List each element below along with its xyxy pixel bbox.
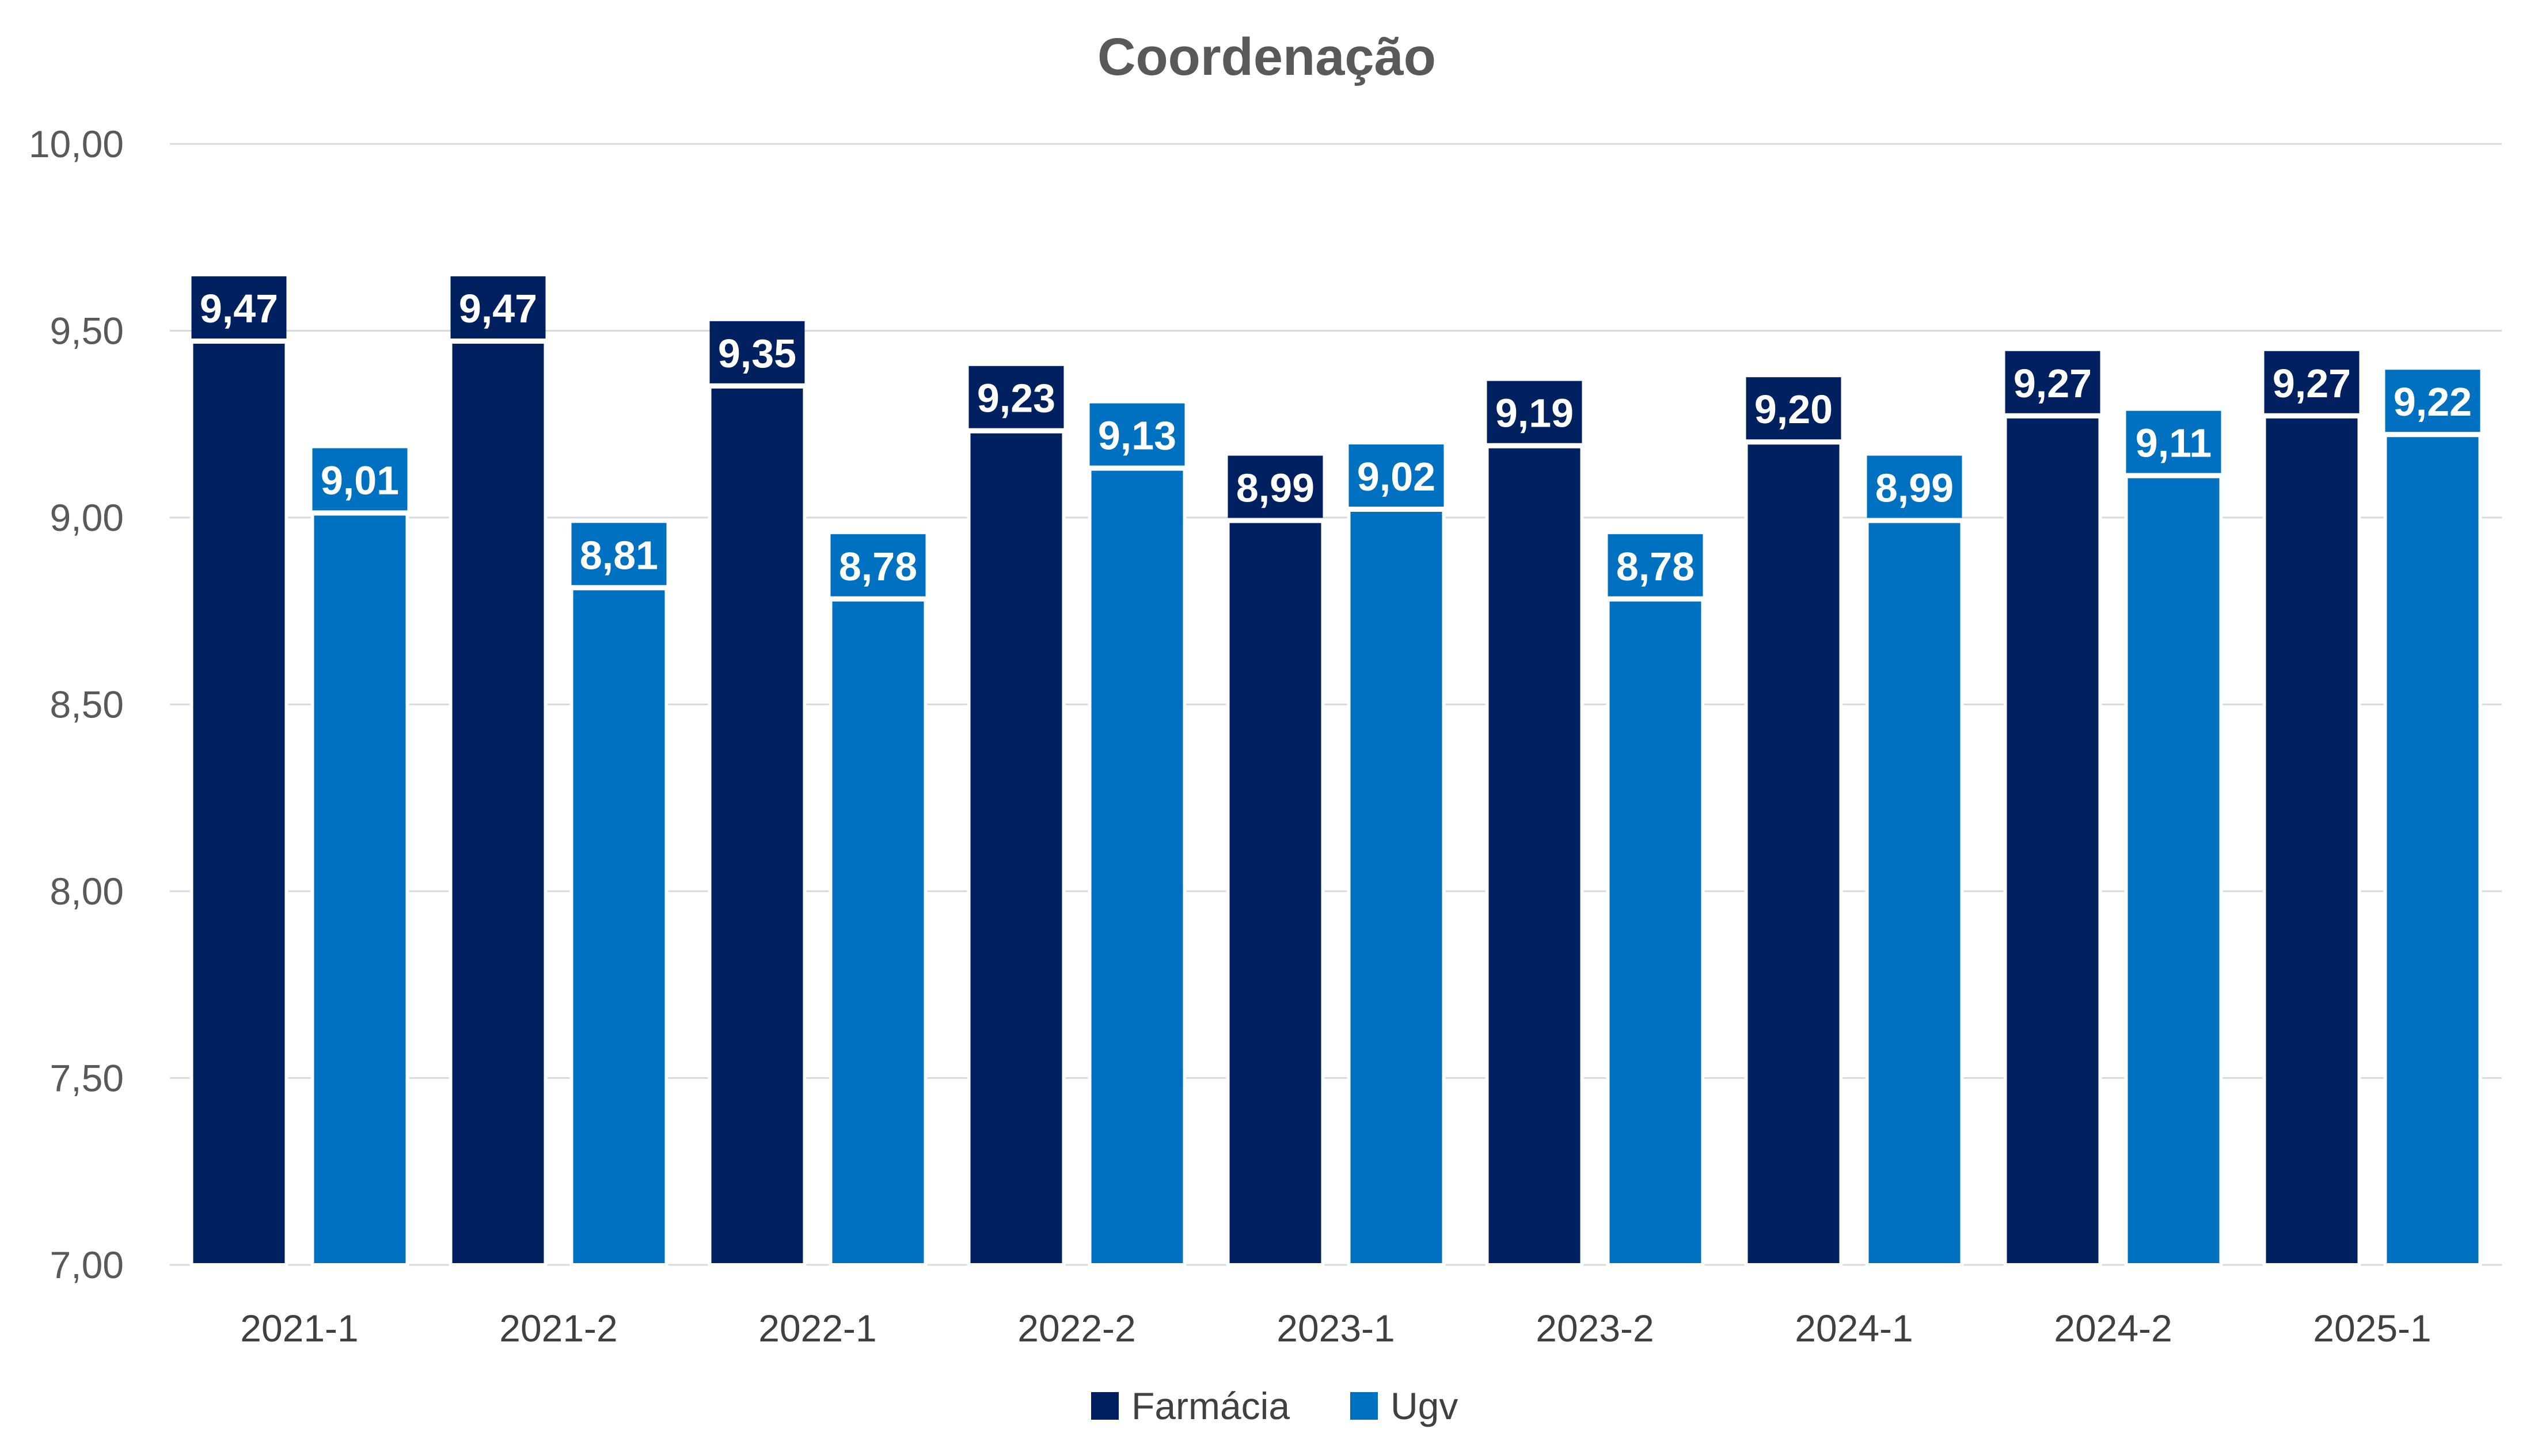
x-axis-ticks: 2021-1 2021-2 2022-1 2022-2 2023-1 2023-2 2024… bbox=[240, 1307, 2432, 1349]
bar-ugv bbox=[1606, 598, 1705, 1267]
data-label: 8,78 bbox=[839, 544, 917, 589]
y-tick-label: 9,50 bbox=[50, 310, 124, 352]
data-label-box bbox=[1348, 444, 1444, 507]
bar-farmacia bbox=[1485, 444, 1584, 1267]
bar-farmacia bbox=[1744, 441, 1843, 1267]
data-label: 9,47 bbox=[200, 286, 278, 331]
data-label-box bbox=[2264, 351, 2360, 413]
data-label: 9,35 bbox=[718, 331, 796, 376]
bars: 9,47 9,01 9,47 8,81 9,35 8,78 9,23 9,13 8,99 9,02… bbox=[189, 276, 2482, 1267]
data-label: 8,81 bbox=[580, 533, 658, 577]
bar-ugv bbox=[829, 598, 928, 1267]
legend: Farmácia Ugv bbox=[1091, 1385, 1458, 1427]
x-tick-label: 2021-2 bbox=[499, 1307, 618, 1349]
x-tick-label: 2024-1 bbox=[1795, 1307, 1913, 1349]
y-tick-label: 10,00 bbox=[29, 123, 124, 165]
data-label-box bbox=[1487, 381, 1582, 443]
bar-ugv bbox=[1347, 508, 1446, 1267]
y-tick-label: 8,50 bbox=[50, 683, 124, 726]
y-axis-ticks: 7,00 7,50 8,00 8,50 9,00 9,50 10,00 bbox=[29, 123, 124, 1286]
data-label: 9,13 bbox=[1098, 413, 1176, 458]
data-label: 9,20 bbox=[1754, 387, 1833, 432]
bar-ugv bbox=[1088, 467, 1187, 1267]
y-tick-label: 9,00 bbox=[50, 496, 124, 539]
data-label-box bbox=[830, 534, 926, 596]
data-label-box bbox=[1867, 455, 1962, 518]
data-label: 9,01 bbox=[321, 458, 399, 503]
y-tick-label: 8,00 bbox=[50, 870, 124, 913]
data-label: 8,78 bbox=[1616, 544, 1695, 589]
bar-farmacia bbox=[449, 340, 548, 1267]
data-label-box bbox=[1746, 377, 1841, 440]
data-label: 8,99 bbox=[1236, 465, 1315, 510]
y-tick-label: 7,50 bbox=[50, 1057, 124, 1100]
bar-ugv bbox=[2383, 434, 2482, 1267]
data-label-box bbox=[450, 276, 546, 339]
data-label-box bbox=[2005, 351, 2100, 413]
data-label-box bbox=[2385, 370, 2480, 432]
data-label-box bbox=[2126, 410, 2221, 473]
legend-swatch-farmacia bbox=[1091, 1392, 1119, 1420]
data-label: 9,27 bbox=[2013, 361, 2092, 406]
bar-ugv bbox=[569, 587, 668, 1267]
bar-ugv bbox=[2124, 474, 2223, 1267]
bar-farmacia bbox=[967, 429, 1066, 1267]
legend-swatch-ugv bbox=[1350, 1392, 1378, 1420]
data-label-box bbox=[709, 321, 805, 383]
data-label: 8,99 bbox=[1875, 465, 1954, 510]
bar-farmacia bbox=[2003, 415, 2102, 1267]
data-label-box bbox=[312, 448, 408, 511]
x-tick-label: 2021-1 bbox=[240, 1307, 359, 1349]
bar-farmacia bbox=[2262, 415, 2361, 1267]
data-label: 9,27 bbox=[2273, 361, 2351, 406]
x-tick-label: 2023-2 bbox=[1536, 1307, 1654, 1349]
y-tick-label: 7,00 bbox=[50, 1244, 124, 1286]
bar-farmacia bbox=[1226, 519, 1325, 1267]
chart-title: Coordenação bbox=[1097, 28, 1436, 86]
data-label-box bbox=[191, 276, 287, 339]
bar-ugv bbox=[1865, 519, 1964, 1267]
bar-ugv bbox=[310, 512, 409, 1267]
x-tick-label: 2023-1 bbox=[1277, 1307, 1395, 1349]
data-label: 9,47 bbox=[459, 286, 537, 331]
x-tick-label: 2022-2 bbox=[1017, 1307, 1136, 1349]
bar-farmacia bbox=[708, 385, 807, 1267]
data-label-box bbox=[1608, 534, 1703, 596]
x-tick-label: 2024-2 bbox=[2054, 1307, 2172, 1349]
x-tick-label: 2025-1 bbox=[2313, 1307, 2432, 1349]
data-label: 9,11 bbox=[2136, 421, 2212, 466]
data-label: 9,19 bbox=[1495, 391, 1574, 436]
data-label-box bbox=[1089, 403, 1185, 466]
data-label: 9,02 bbox=[1357, 454, 1435, 499]
x-tick-label: 2022-1 bbox=[758, 1307, 877, 1349]
data-label: 9,22 bbox=[2394, 379, 2472, 424]
legend-label-ugv: Ugv bbox=[1391, 1385, 1458, 1427]
data-label-box bbox=[571, 523, 667, 586]
bar-farmacia bbox=[189, 340, 288, 1267]
data-label-box bbox=[1228, 455, 1323, 518]
legend-label-farmacia: Farmácia bbox=[1131, 1385, 1290, 1427]
gridlines bbox=[170, 143, 2502, 1266]
data-label-box bbox=[968, 366, 1064, 428]
data-label: 9,23 bbox=[977, 376, 1055, 421]
